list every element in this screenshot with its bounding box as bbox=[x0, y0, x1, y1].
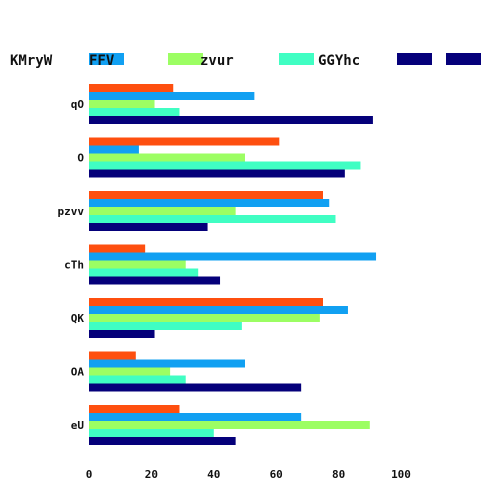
bar-ggyhc-eu bbox=[89, 429, 214, 437]
y-tick-label: OA bbox=[71, 366, 85, 379]
bar-series5-eu bbox=[89, 437, 236, 445]
legend-swatch bbox=[279, 53, 314, 65]
bar-series5-pzvv bbox=[89, 223, 208, 231]
bar-kmryw-qo bbox=[89, 84, 174, 92]
y-tick-label: QK bbox=[71, 312, 85, 325]
x-tick-label: 100 bbox=[391, 468, 411, 481]
legend-label: GGYhc bbox=[318, 53, 360, 69]
legend-swatch bbox=[397, 53, 432, 65]
x-tick-label: 80 bbox=[332, 468, 345, 481]
legend-swatch bbox=[89, 53, 124, 65]
bar-ggyhc-o bbox=[89, 161, 361, 170]
bar-ffv-qk bbox=[89, 306, 348, 314]
bar-kmryw-pzvv bbox=[89, 191, 323, 199]
bar-zvur-qk bbox=[89, 314, 320, 322]
legend-label: zvur bbox=[200, 53, 234, 69]
x-tick-label: 60 bbox=[270, 468, 283, 481]
bar-ggyhc-qo bbox=[89, 108, 180, 116]
bar-ggyhc-qk bbox=[89, 322, 242, 330]
bar-ggyhc-pzvv bbox=[89, 215, 336, 223]
bar-zvur-o bbox=[89, 153, 245, 162]
bar-kmryw-qk bbox=[89, 298, 323, 306]
bar-series5-oa bbox=[89, 383, 302, 392]
x-tick-label: 20 bbox=[145, 468, 158, 481]
bar-ggyhc-oa bbox=[89, 375, 186, 384]
bar-series5-o bbox=[89, 169, 345, 178]
legend-label: KMryW bbox=[10, 53, 53, 69]
x-tick-label: 0 bbox=[86, 468, 93, 481]
legend-label: FFV bbox=[89, 53, 115, 69]
bar-kmryw-o bbox=[89, 137, 280, 146]
bar-kmryw-eu bbox=[89, 405, 180, 413]
bar-zvur-qo bbox=[89, 100, 155, 108]
legend-swatch bbox=[446, 53, 481, 65]
bar-zvur-eu bbox=[89, 421, 370, 429]
y-tick-label: O bbox=[77, 152, 84, 165]
bar-ffv-pzvv bbox=[89, 199, 330, 207]
bar-ffv-eu bbox=[89, 413, 302, 421]
bar-series5-cth bbox=[89, 276, 221, 285]
bar-ffv-qo bbox=[89, 92, 255, 100]
bar-zvur-cth bbox=[89, 260, 186, 269]
x-tick-label: 40 bbox=[207, 468, 220, 481]
bar-zvur-pzvv bbox=[89, 207, 236, 215]
bar-series5-qk bbox=[89, 330, 155, 338]
y-tick-label: eU bbox=[71, 419, 85, 432]
y-tick-label: cTh bbox=[64, 259, 84, 272]
y-tick-label: pzvv bbox=[58, 205, 85, 218]
bar-zvur-oa bbox=[89, 367, 171, 376]
bar-kmryw-oa bbox=[89, 351, 136, 360]
legend: KMryW FFV zvur GGYhc bbox=[10, 53, 481, 69]
legend-swatch bbox=[168, 53, 203, 65]
x-axis-tick-labels: 0 20 40 60 80 100 bbox=[86, 468, 411, 481]
bar-ffv-cth bbox=[89, 252, 377, 261]
bar-series5-qo bbox=[89, 116, 373, 124]
bar-ffv-oa bbox=[89, 359, 245, 368]
bar-ggyhc-cth bbox=[89, 268, 199, 277]
bar-ffv-o bbox=[89, 145, 139, 154]
plot-area bbox=[89, 84, 377, 445]
y-tick-label: qO bbox=[71, 98, 85, 111]
bar-kmryw-cth bbox=[89, 244, 146, 253]
